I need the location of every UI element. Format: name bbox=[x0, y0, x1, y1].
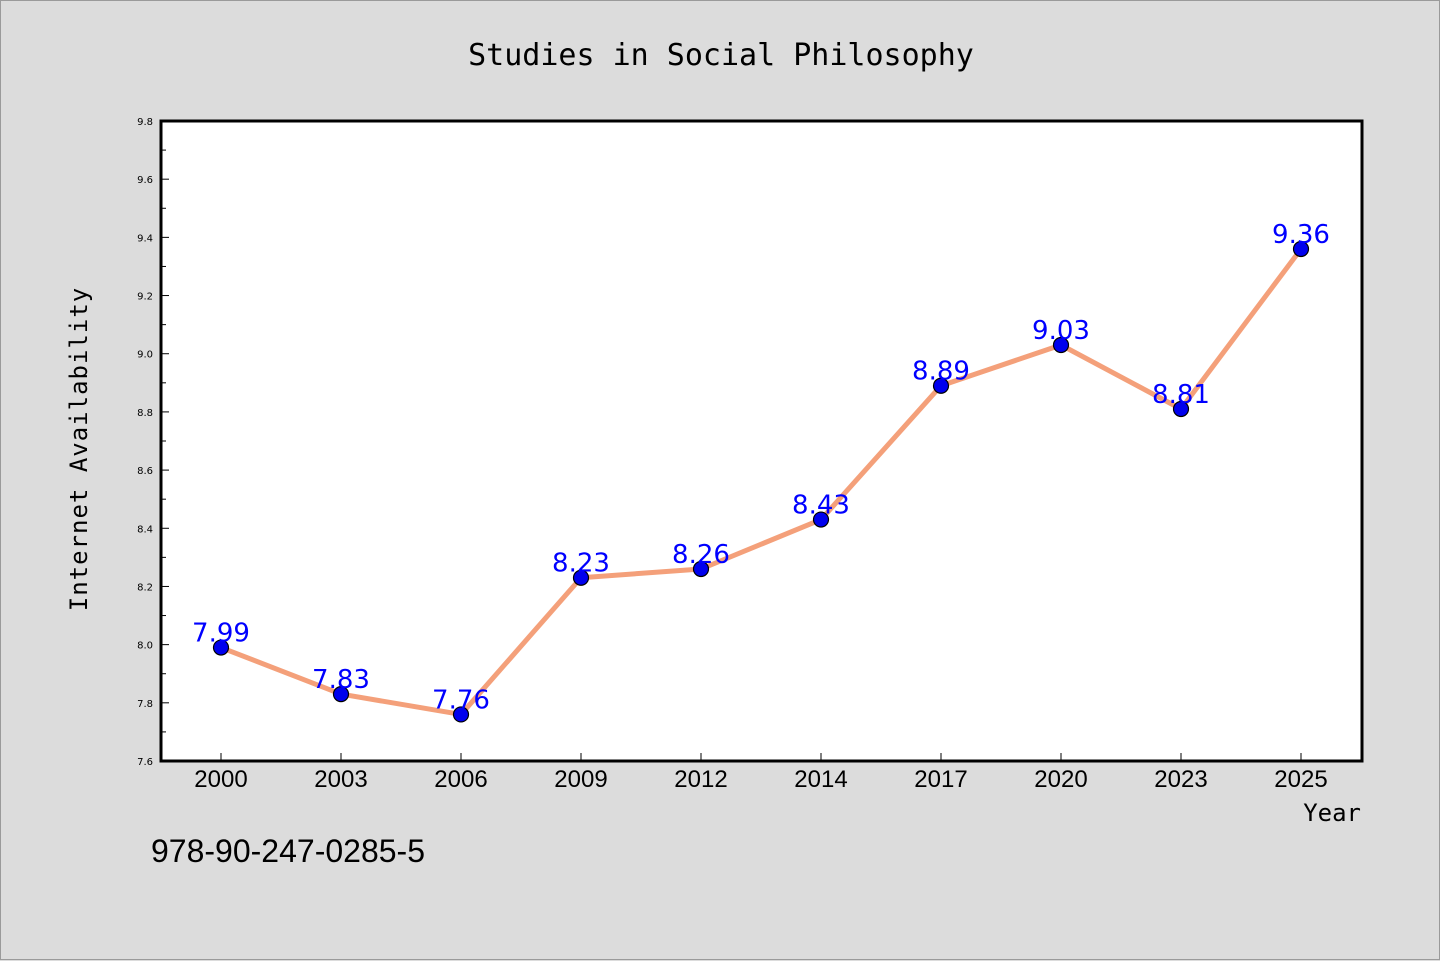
chart-title: Studies in Social Philosophy bbox=[468, 38, 974, 73]
x-axis-label: Year bbox=[1303, 799, 1361, 827]
y-tick-label: 9.4 bbox=[137, 233, 153, 244]
y-tick-label: 8.0 bbox=[137, 641, 153, 652]
y-tick-label: 9.2 bbox=[137, 292, 153, 303]
x-tick-label: 2003 bbox=[314, 766, 367, 793]
y-tick-label: 8.8 bbox=[137, 408, 153, 419]
y-tick-label: 9.0 bbox=[137, 350, 153, 361]
y-tick-label: 7.8 bbox=[137, 699, 153, 710]
plot-area bbox=[159, 119, 1364, 763]
data-label: 8.81 bbox=[1152, 380, 1210, 410]
data-point bbox=[1172, 400, 1190, 418]
data-point bbox=[452, 706, 470, 723]
x-axis: 2000 2003 2006 2009 2012 2014 2017 2020 2023 2025 bbox=[194, 753, 1328, 793]
x-tick-label: 2009 bbox=[554, 766, 607, 793]
x-tick-label: 2025 bbox=[1274, 766, 1327, 793]
y-tick-label: 8.4 bbox=[137, 524, 153, 535]
y-tick-label: 8.2 bbox=[137, 582, 153, 593]
data-label: 8.26 bbox=[672, 540, 730, 570]
data-point bbox=[812, 511, 830, 528]
data-point bbox=[932, 377, 950, 394]
y-axis: 7.6 7.8 8.0 8.2 8.4 8.6 8.8 9.0 9.2 9.4 9.6 9.8 bbox=[137, 117, 169, 768]
x-tick-label: 2000 bbox=[194, 766, 247, 793]
y-tick-label: 9.8 bbox=[137, 117, 153, 128]
data-label: 7.76 bbox=[432, 685, 490, 715]
data-point bbox=[212, 639, 230, 656]
y-tick-label: 8.6 bbox=[137, 466, 153, 477]
x-tick-label: 2014 bbox=[794, 766, 847, 793]
data-label: 8.89 bbox=[912, 357, 970, 387]
x-tick-label: 2020 bbox=[1034, 766, 1087, 793]
data-point bbox=[1052, 336, 1070, 354]
data-label: 8.43 bbox=[792, 491, 850, 521]
data-point bbox=[332, 685, 350, 703]
y-tick-label: 9.6 bbox=[137, 175, 153, 186]
data-point bbox=[572, 569, 590, 586]
data-label: 8.23 bbox=[552, 549, 610, 579]
data-label: 7.83 bbox=[312, 665, 370, 695]
x-tick-label: 2017 bbox=[914, 766, 967, 793]
data-label: 7.99 bbox=[192, 619, 250, 649]
x-tick-label: 2023 bbox=[1154, 766, 1207, 793]
series-line bbox=[220, 247, 1303, 717]
data-label: 9.36 bbox=[1272, 220, 1330, 250]
x-tick-label: 2006 bbox=[434, 766, 487, 793]
x-tick-label: 2012 bbox=[674, 766, 727, 793]
series-internet-availability: 7.99 7.83 7.76 8.23 8.26 8.43 8.89 9.03 8.81 9.36 bbox=[192, 220, 1330, 723]
data-label: 9.03 bbox=[1032, 316, 1090, 346]
isbn-text: 978-90-247-0285-5 bbox=[151, 833, 425, 869]
y-tick-label: 7.6 bbox=[137, 757, 153, 768]
y-axis-label: Internet Availability bbox=[65, 287, 93, 611]
data-point bbox=[1292, 240, 1310, 258]
data-point bbox=[692, 560, 710, 578]
